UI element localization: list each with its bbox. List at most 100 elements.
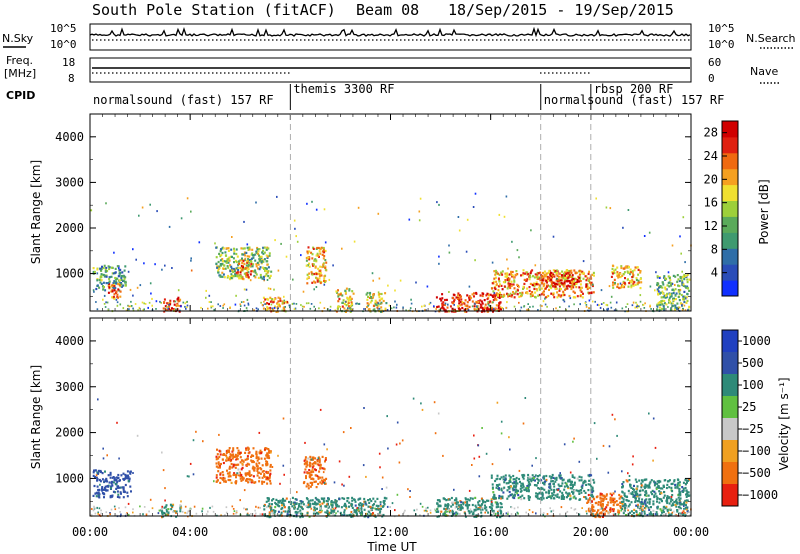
range-cell <box>433 305 435 308</box>
range-cell <box>652 503 655 506</box>
range-cell <box>670 282 673 285</box>
range-cell <box>678 491 681 494</box>
range-cell <box>233 270 236 273</box>
range-cell <box>554 269 557 272</box>
range-cell <box>666 501 669 505</box>
range-cell <box>570 269 573 272</box>
range-cell <box>301 515 304 518</box>
range-cell <box>99 276 102 279</box>
range-cell <box>641 509 644 511</box>
range-cell <box>497 304 500 307</box>
range-cell <box>600 493 603 496</box>
range-cell <box>261 260 264 263</box>
range-cell <box>348 505 350 508</box>
range-cell <box>527 489 530 492</box>
range-cell <box>326 509 329 512</box>
range-cell <box>513 481 516 484</box>
range-cell <box>667 497 670 500</box>
range-cell <box>476 301 479 304</box>
range-cell <box>325 261 328 264</box>
range-cell <box>451 511 454 514</box>
range-cell <box>323 251 326 254</box>
range-cell <box>526 479 529 482</box>
range-cell <box>570 287 573 291</box>
range-cell <box>378 277 381 280</box>
range-cell <box>631 272 634 275</box>
range-cell <box>100 269 103 272</box>
range-cell <box>674 513 677 516</box>
range-cell <box>597 503 600 506</box>
range-cell <box>495 280 498 283</box>
range-cell <box>328 278 331 281</box>
range-cell <box>678 500 681 503</box>
range-cell <box>438 504 441 507</box>
range-cell <box>334 502 337 505</box>
range-cell <box>235 267 238 270</box>
range-cell <box>470 510 473 513</box>
range-cell <box>541 493 544 496</box>
range-cell <box>555 279 558 282</box>
range-cell <box>636 513 638 516</box>
range-cell <box>562 298 565 301</box>
range-cell <box>310 507 313 510</box>
range-cell <box>562 497 565 500</box>
range-cell <box>489 506 492 509</box>
range-cell <box>303 463 306 466</box>
range-cell <box>656 283 659 286</box>
range-cell <box>638 506 641 509</box>
range-cell <box>258 476 261 479</box>
range-cell <box>531 294 534 297</box>
y-tick-label: 2000 <box>55 221 84 235</box>
range-cell <box>163 512 166 515</box>
range-cell <box>655 495 658 498</box>
range-cell <box>273 511 276 514</box>
range-cell <box>510 506 513 509</box>
range-cell <box>619 506 622 509</box>
range-cell <box>239 259 242 262</box>
range-cell <box>487 303 490 306</box>
range-cell <box>242 278 245 281</box>
range-cell <box>619 496 622 499</box>
range-cell <box>652 509 655 512</box>
range-cell <box>498 273 501 276</box>
range-cell <box>636 266 639 269</box>
range-cell <box>184 302 187 305</box>
range-cell <box>312 464 315 468</box>
range-cell <box>268 449 271 452</box>
range-cell <box>529 276 532 279</box>
colorbar-swatch <box>722 200 738 217</box>
range-cell <box>478 504 481 507</box>
range-cell <box>263 480 266 484</box>
range-cell <box>263 246 266 249</box>
range-cell <box>350 504 353 508</box>
range-cell <box>332 511 334 514</box>
range-cell <box>267 255 269 258</box>
range-cell <box>308 258 311 261</box>
range-cell <box>215 462 218 465</box>
range-cell <box>474 308 477 311</box>
range-cell <box>649 285 652 288</box>
range-cell <box>255 505 257 508</box>
range-cell <box>101 486 104 489</box>
range-cell <box>228 473 231 476</box>
range-cell <box>597 509 600 512</box>
range-cell <box>107 282 110 284</box>
range-cell <box>464 304 467 307</box>
range-cell <box>234 466 237 469</box>
range-cell <box>217 461 220 464</box>
range-cell <box>481 294 484 298</box>
range-cell <box>624 266 627 269</box>
range-cell <box>235 482 237 485</box>
range-cell <box>622 500 625 503</box>
range-cell <box>562 272 565 275</box>
range-cell <box>240 468 243 471</box>
range-cell <box>241 261 244 265</box>
range-cell <box>524 489 526 492</box>
range-cell <box>124 284 127 287</box>
colorbar-swatch <box>722 462 738 485</box>
range-cell <box>425 309 427 312</box>
range-cell <box>280 511 283 514</box>
range-cell <box>323 482 326 484</box>
range-cell <box>465 310 468 313</box>
range-cell <box>649 305 651 308</box>
